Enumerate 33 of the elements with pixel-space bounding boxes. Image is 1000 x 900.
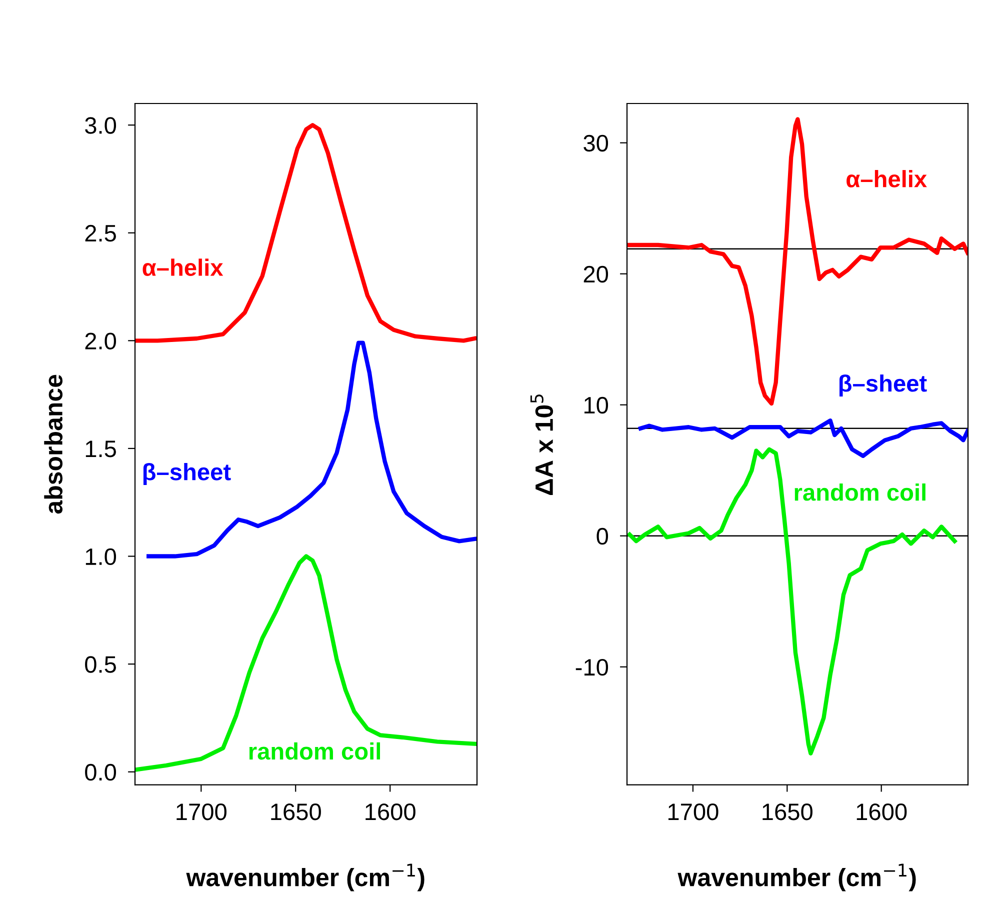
- y-tick-label: 0.0: [85, 764, 116, 781]
- x-tick-label: 1650: [271, 803, 321, 820]
- y-axis-title: ΔA x 10$^{5}$: [530, 394, 554, 496]
- series-label: α–helix: [846, 170, 927, 188]
- y-axis-title: absorbance: [44, 374, 63, 514]
- x-tick-label: 1650: [762, 803, 812, 820]
- line-series: [638, 418, 968, 458]
- y-tick-label: 1.5: [86, 440, 116, 458]
- y-tick-label: 3.0: [85, 117, 116, 134]
- y-tick-label: 2.5: [85, 224, 116, 242]
- line-series: [135, 554, 477, 772]
- y-tick-label: 0.5: [85, 656, 116, 673]
- y-tick-label: 2.0: [85, 332, 116, 350]
- series-label: random coil: [794, 483, 926, 501]
- x-tick-label: 1600: [856, 803, 907, 820]
- line-series: [628, 447, 957, 756]
- x-tick-label: 1700: [668, 803, 718, 820]
- series-label: α–helix: [142, 258, 224, 276]
- x-tick-label: 1700: [176, 803, 226, 820]
- y-tick-label: -10: [576, 658, 608, 676]
- line-series: [135, 122, 477, 343]
- y-tick-label: 30: [584, 134, 608, 152]
- y-tick-label: 10: [584, 396, 608, 414]
- x-axis-title: wavenumber (cm$^{−1}$): [678, 864, 916, 892]
- line-series: [628, 117, 968, 406]
- series-label: β–sheet: [840, 374, 927, 396]
- y-tick-label: 1.0: [86, 548, 116, 566]
- y-tick-label: 0: [596, 528, 608, 545]
- x-axis-title: wavenumber (cm$^{−1}$): [186, 864, 424, 892]
- x-tick-label: 1600: [366, 803, 416, 820]
- series-label: random coil: [249, 742, 380, 760]
- series-label: β–sheet: [143, 463, 231, 486]
- y-tick-label: 20: [584, 266, 608, 283]
